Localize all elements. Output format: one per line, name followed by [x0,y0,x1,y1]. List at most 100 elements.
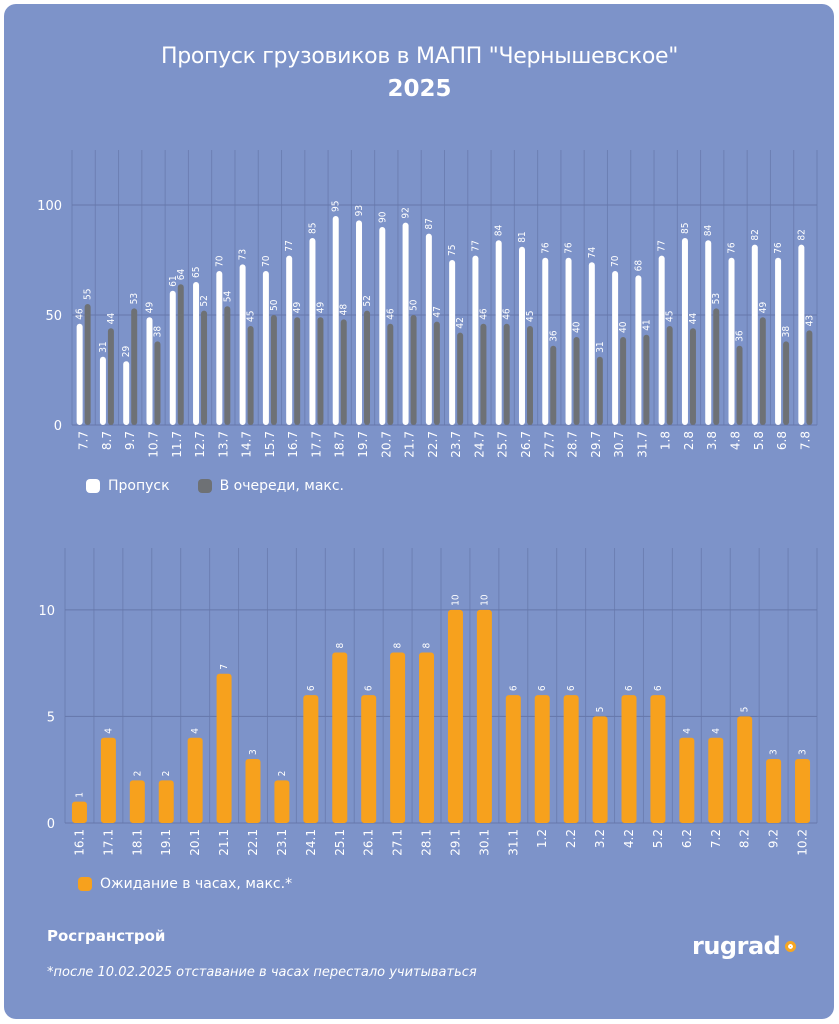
chart-title: Пропуск грузовиков в МАПП "Чернышевское" [160,44,679,69]
bar [317,317,324,425]
data-label: 44 [688,312,699,324]
data-label: 10 [479,594,490,606]
footnote: *после 10.02.2025 отставание в часах пер… [47,965,477,980]
bar [332,216,339,425]
x-tick-label: 8.7 [100,431,114,450]
data-label: 76 [564,242,575,254]
trucks-pass-chart: 0 50 100 46 31 29 49 61 65 70 73 70 77 85 95 93 90 92 87 75… [37,150,818,458]
bar [449,260,456,425]
data-label: 93 [354,205,365,216]
data-label: 50 [409,299,420,311]
bar [643,334,650,425]
rugrad-logo: rugrad [692,932,797,960]
data-label: 46 [385,308,396,320]
x-tick-label: 19.7 [356,431,370,458]
bar [666,326,673,425]
data-label: 55 [83,289,94,300]
bar [158,780,174,823]
x-tick-label: 22.1 [246,829,260,856]
x-tick-label: 10.2 [796,829,810,856]
data-label: 29 [121,345,132,357]
x-tick-label: 26.7 [519,431,533,458]
bar [274,780,290,823]
x-tick-label: 1.2 [535,829,549,848]
bar [84,304,91,425]
data-label: 4 [711,728,722,734]
x-tick-label: 8.2 [738,829,752,848]
data-label: 4 [682,728,693,734]
data-label: 36 [548,330,559,342]
x-tick-label: 9.7 [123,431,137,450]
data-label: 43 [804,315,815,326]
data-label: 84 [494,224,505,236]
data-label: 75 [447,245,458,256]
bar [390,652,406,823]
data-label: 47 [432,306,443,317]
bar [187,737,203,823]
data-label: 90 [377,211,388,223]
bar [592,716,608,823]
bar [99,356,106,425]
x-tick-label: 21.7 [403,431,417,458]
data-label: 3 [798,749,809,755]
bar [679,737,695,823]
data-label: 74 [587,246,598,258]
data-label: 2 [161,771,172,777]
data-label: 4 [103,728,114,734]
x-tick-label: 25.1 [333,829,347,856]
data-label: 7 [219,664,230,670]
data-label: 54 [222,290,233,302]
bar [262,271,269,425]
data-label: 52 [362,295,373,306]
bar [131,308,138,425]
bar [76,323,83,425]
data-label: 36 [735,330,746,342]
data-label: 70 [610,255,621,267]
y-tick-label: 0 [47,817,55,832]
y-tick-label: 50 [45,309,62,324]
x-tick-label: 23.1 [275,829,289,856]
chart-subtitle: 2025 [387,76,452,102]
data-label: 6 [624,685,635,691]
x-tick-label: 11.7 [170,431,184,458]
x-tick-label: 25.7 [496,431,510,458]
data-label: 85 [680,223,691,234]
bar [621,695,637,823]
data-label: 6 [653,685,664,691]
bar [379,227,386,425]
bar [550,345,557,425]
bar [708,737,724,823]
data-label: 49 [758,301,769,313]
x-tick-label: 7.8 [798,431,812,450]
bar [689,328,696,425]
bar [123,361,130,425]
bar [783,341,790,425]
data-label: 5 [740,707,751,713]
data-label: 87 [424,218,435,229]
x-tick-label: 1.8 [659,431,673,450]
data-label: 45 [665,311,676,322]
bar [247,326,254,425]
bar [332,652,348,823]
bar [419,652,435,823]
bar [356,220,363,425]
x-tick-label: 4.8 [729,431,743,450]
x-tick-label: 2.2 [564,829,578,848]
data-label: 38 [781,326,792,338]
bar [410,315,417,425]
data-label: 10 [450,594,461,606]
bar [705,240,712,425]
data-label: 49 [315,301,326,313]
waiting-hours-chart: 0 5 10 1 4 2 2 4 7 3 2 6 8 6 8 8 10 10 6 6 6 5 6 6 4 4 5 3 3 16.1 17.1… [38,548,818,856]
x-tick-label: 3.8 [705,431,719,450]
data-label: 8 [393,642,404,648]
data-label: 52 [199,295,210,306]
bar [596,356,603,425]
x-tick-label: 18.1 [130,829,144,856]
data-label: 61 [168,275,179,286]
bar [129,780,145,823]
x-tick-label: 28.7 [566,431,580,458]
y-tick-label: 10 [38,604,55,619]
x-tick-label: 31.7 [635,431,649,458]
bar [361,695,377,823]
